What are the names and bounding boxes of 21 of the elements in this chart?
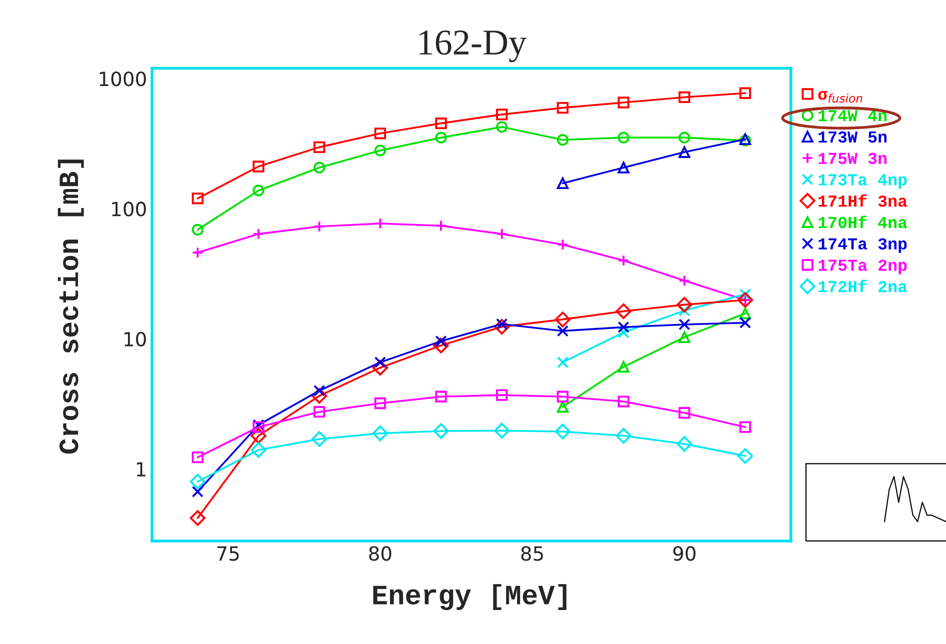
x-tick-label: 85 [521, 546, 543, 561]
chart-title: 162-Dy [419, 30, 526, 62]
y-tick-label: 100 [112, 202, 146, 216]
y-tick-label: 1 [136, 462, 146, 476]
legend-label: 172Hf 2na [818, 280, 908, 292]
legend-label: 174Ta 3np [818, 238, 907, 253]
x-tick-label: 75 [217, 546, 239, 561]
legend-label: σ$_{fusion}$ [818, 90, 862, 103]
x-tick-label: 90 [673, 546, 696, 561]
legend-label: 173Ta 4np [818, 174, 907, 189]
legend-label: 173W 5n [818, 131, 887, 143]
legend-label: 170Hf 4na [818, 216, 908, 228]
legend-label: 175Ta 2np [818, 260, 907, 274]
legend-label: 174W 4n [818, 110, 887, 122]
y-tick-label: 1000 [100, 72, 146, 86]
y-tick-label: 10 [124, 332, 146, 347]
y-axis-title: Cross section [mB] [58, 160, 84, 454]
x-tick-label: 80 [369, 546, 392, 561]
legend-label: 171Hf 3na [818, 194, 908, 207]
x-axis-title: Energy [MeV] [373, 584, 566, 610]
legend-label: 175W 3n [818, 152, 887, 164]
